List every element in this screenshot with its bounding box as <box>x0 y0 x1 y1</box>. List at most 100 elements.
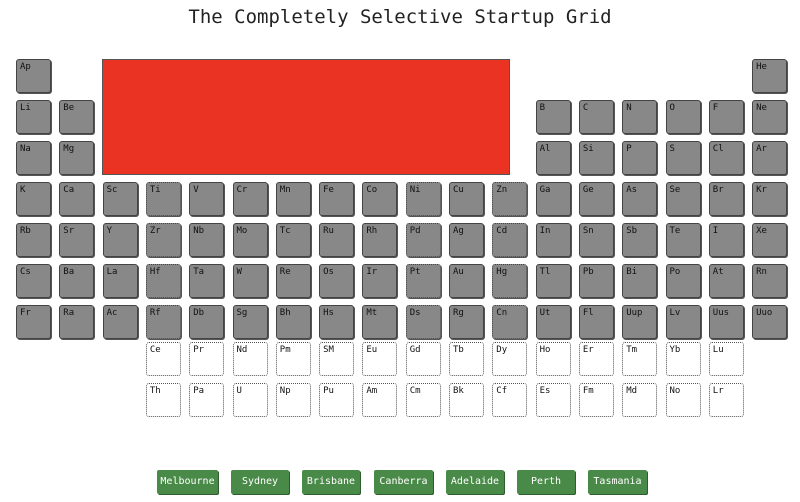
grid-cell[interactable]: Sr <box>59 223 95 257</box>
grid-cell[interactable]: Ra <box>59 305 95 339</box>
lower-grid-cell[interactable]: Lr <box>708 383 744 417</box>
lower-grid-cell[interactable]: Np <box>275 383 311 417</box>
grid-cell[interactable]: Fl <box>578 305 614 339</box>
grid-cell[interactable]: F <box>708 100 744 134</box>
lower-grid-cell[interactable]: Ho <box>535 342 571 376</box>
grid-cell[interactable]: Bh <box>275 305 311 339</box>
lower-grid-cell[interactable]: U <box>232 383 268 417</box>
grid-cell[interactable]: V <box>189 182 225 216</box>
lower-grid-cell[interactable]: Eu <box>362 342 398 376</box>
grid-cell[interactable]: In <box>535 223 571 257</box>
grid-cell[interactable]: Zn <box>492 182 528 216</box>
grid-cell[interactable]: Fr <box>16 305 51 339</box>
city-button-tasmania[interactable]: Tasmania <box>588 470 647 494</box>
lower-grid-cell[interactable]: Es <box>535 383 571 417</box>
grid-cell[interactable]: Po <box>665 264 701 298</box>
lower-grid-cell[interactable]: Cf <box>492 383 528 417</box>
grid-cell[interactable]: Co <box>362 182 398 216</box>
lower-grid-cell[interactable]: SM <box>319 342 355 376</box>
grid-cell[interactable]: Mg <box>59 141 95 175</box>
grid-cell[interactable]: Si <box>578 141 614 175</box>
grid-cell[interactable]: Cs <box>16 264 51 298</box>
lower-grid-cell[interactable]: Tb <box>449 342 484 376</box>
grid-cell[interactable]: P <box>622 141 658 175</box>
grid-cell[interactable]: Lv <box>665 305 701 339</box>
grid-cell[interactable]: Rh <box>362 223 398 257</box>
grid-cell[interactable]: Rg <box>449 305 484 339</box>
lower-grid-cell[interactable]: Dy <box>492 342 528 376</box>
lower-grid-cell[interactable]: Er <box>578 342 614 376</box>
grid-cell[interactable]: Db <box>189 305 225 339</box>
grid-cell[interactable]: Ba <box>59 264 95 298</box>
grid-cell[interactable]: Ca <box>59 182 95 216</box>
lower-grid-cell[interactable]: Pa <box>189 383 225 417</box>
grid-cell[interactable]: Ru <box>319 223 355 257</box>
grid-cell[interactable]: Ge <box>578 182 614 216</box>
lower-grid-cell[interactable]: Yb <box>665 342 701 376</box>
grid-cell[interactable]: Zr <box>145 223 181 257</box>
lower-grid-cell[interactable]: Th <box>145 383 181 417</box>
grid-cell[interactable]: Tc <box>275 223 311 257</box>
lower-grid-cell[interactable]: Fm <box>578 383 614 417</box>
grid-cell[interactable]: Tl <box>535 264 571 298</box>
city-button-brisbane[interactable]: Brisbane <box>302 470 360 494</box>
grid-cell[interactable]: Ac <box>102 305 138 339</box>
grid-cell[interactable]: Rb <box>16 223 51 257</box>
grid-cell[interactable]: Cn <box>492 305 528 339</box>
grid-cell[interactable]: Ti <box>145 182 181 216</box>
grid-cell[interactable]: Ap <box>16 59 51 93</box>
grid-cell[interactable]: Na <box>16 141 51 175</box>
city-button-adelaide[interactable]: Adelaide <box>446 470 504 494</box>
lower-grid-cell[interactable]: Pu <box>319 383 355 417</box>
city-button-sydney[interactable]: Sydney <box>231 470 289 494</box>
lower-grid-cell[interactable]: Tm <box>622 342 658 376</box>
lower-grid-cell[interactable]: Lu <box>708 342 744 376</box>
grid-cell[interactable]: Hs <box>319 305 355 339</box>
grid-cell[interactable]: Pt <box>405 264 441 298</box>
grid-cell[interactable]: Ds <box>405 305 441 339</box>
grid-cell[interactable]: Be <box>59 100 95 134</box>
grid-cell[interactable]: Au <box>449 264 484 298</box>
grid-cell[interactable]: Os <box>319 264 355 298</box>
grid-cell[interactable]: Hf <box>145 264 181 298</box>
grid-cell[interactable]: Ga <box>535 182 571 216</box>
grid-cell[interactable]: Uuo <box>752 305 788 339</box>
grid-cell[interactable]: Ne <box>752 100 788 134</box>
grid-cell[interactable]: Mn <box>275 182 311 216</box>
grid-cell[interactable]: Se <box>665 182 701 216</box>
featured-panel[interactable] <box>102 59 510 175</box>
grid-cell[interactable]: K <box>16 182 51 216</box>
grid-cell[interactable]: Bi <box>622 264 658 298</box>
grid-cell[interactable]: Fe <box>319 182 355 216</box>
grid-cell[interactable]: Y <box>102 223 138 257</box>
grid-cell[interactable]: He <box>752 59 788 93</box>
grid-cell[interactable]: B <box>535 100 571 134</box>
grid-cell[interactable]: Cr <box>232 182 268 216</box>
grid-cell[interactable]: W <box>232 264 268 298</box>
city-button-perth[interactable]: Perth <box>517 470 575 494</box>
grid-cell[interactable]: Rf <box>145 305 181 339</box>
grid-cell[interactable]: N <box>622 100 658 134</box>
grid-cell[interactable]: Kr <box>752 182 788 216</box>
grid-cell[interactable]: Ag <box>449 223 484 257</box>
grid-cell[interactable]: At <box>708 264 744 298</box>
grid-cell[interactable]: Rn <box>752 264 788 298</box>
lower-grid-cell[interactable]: Pm <box>275 342 311 376</box>
grid-cell[interactable]: Te <box>665 223 701 257</box>
grid-cell[interactable]: Pd <box>405 223 441 257</box>
lower-grid-cell[interactable]: Pr <box>189 342 225 376</box>
grid-cell[interactable]: Ir <box>362 264 398 298</box>
lower-grid-cell[interactable]: No <box>665 383 701 417</box>
lower-grid-cell[interactable]: Am <box>362 383 398 417</box>
grid-cell[interactable]: Mo <box>232 223 268 257</box>
grid-cell[interactable]: Li <box>16 100 51 134</box>
grid-cell[interactable]: Ni <box>405 182 441 216</box>
grid-cell[interactable]: Mt <box>362 305 398 339</box>
grid-cell[interactable]: As <box>622 182 658 216</box>
grid-cell[interactable]: S <box>665 141 701 175</box>
grid-cell[interactable]: Uus <box>708 305 744 339</box>
grid-cell[interactable]: Cl <box>708 141 744 175</box>
grid-cell[interactable]: Ut <box>535 305 571 339</box>
grid-cell[interactable]: Ar <box>752 141 788 175</box>
grid-cell[interactable]: Xe <box>752 223 788 257</box>
